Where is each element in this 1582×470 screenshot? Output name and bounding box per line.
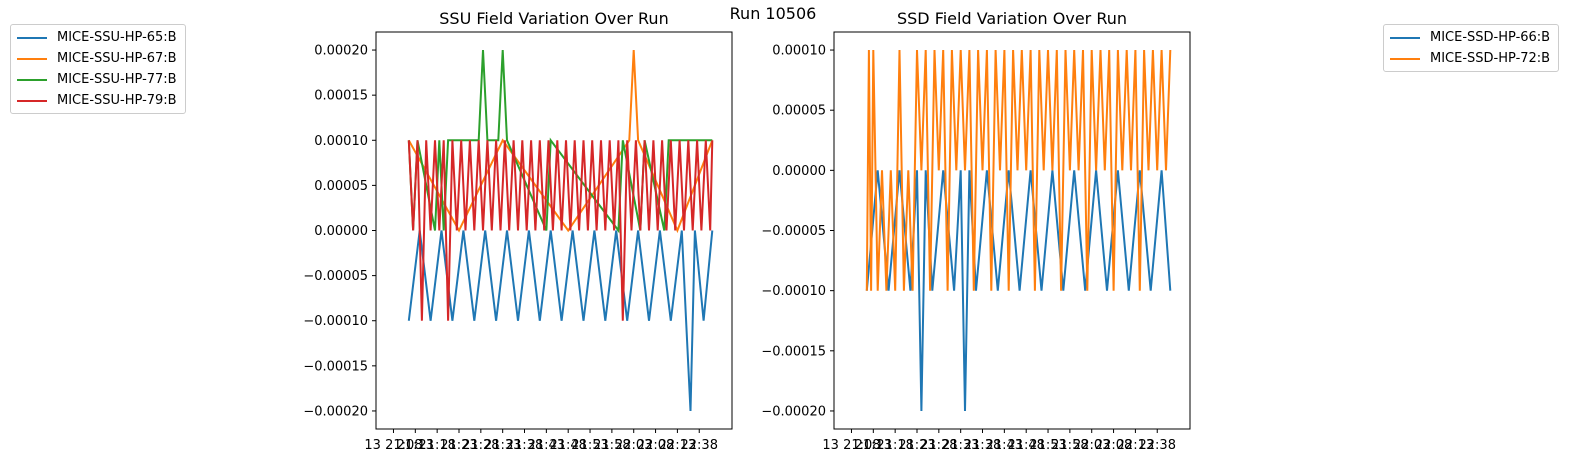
x-tick-label: 22:38 <box>1139 438 1176 453</box>
legend-label: MICE-SSU-HP-65:B <box>57 30 177 45</box>
x-tick-label: 22:08 <box>1095 438 1132 453</box>
x-tick-label: 21:38 <box>964 438 1001 453</box>
x-tick-label: 22:13 <box>1117 438 1154 453</box>
x-tick-label: 21:43 <box>528 438 565 453</box>
chart-title: SSU Field Variation Over Run <box>439 9 668 28</box>
series-line <box>865 49 1172 291</box>
series-line <box>407 140 714 321</box>
x-tick-label: 21:18 <box>876 438 913 453</box>
x-tick-label: 21:13 <box>397 438 434 453</box>
x-tick-label: 21:48 <box>1007 438 1044 453</box>
chart-title: SSD Field Variation Over Run <box>897 9 1127 28</box>
y-tick-label: −0.00005 <box>303 269 368 284</box>
x-tick-label: 22:13 <box>659 438 696 453</box>
x-tick-label: 21:58 <box>1051 438 1088 453</box>
axes-frame <box>375 31 733 430</box>
x-tick-label: 21:53 <box>1029 438 1066 453</box>
legend-label: MICE-SSD-HP-72:B <box>1430 51 1551 66</box>
x-tick-label: 21:43 <box>986 438 1023 453</box>
legend-swatch <box>1390 57 1420 60</box>
y-tick-label: −0.00015 <box>303 359 368 374</box>
y-tick-label: −0.00015 <box>761 344 826 359</box>
x-tick-label: 21:28 <box>920 438 957 453</box>
legend-label: MICE-SSU-HP-77:B <box>57 72 177 87</box>
x-tick-label: 13 21:08 <box>822 438 880 453</box>
legend-swatch <box>17 57 47 60</box>
legend-entry: MICE-SSU-HP-77:B <box>17 69 177 90</box>
legend-label: MICE-SSU-HP-79:B <box>57 93 177 108</box>
y-tick-label: −0.00020 <box>761 404 826 419</box>
x-tick-label: 21:58 <box>593 438 630 453</box>
x-tick-label: 22:08 <box>637 438 674 453</box>
x-tick-label: 21:23 <box>440 438 477 453</box>
x-tick-label: 21:23 <box>898 438 935 453</box>
x-tick-label: 22:03 <box>1073 438 1110 453</box>
x-tick-label: 21:33 <box>484 438 521 453</box>
y-tick-label: 0.00000 <box>772 164 826 179</box>
y-tick-label: −0.00010 <box>303 314 368 329</box>
legend-entry: MICE-SSD-HP-72:B <box>1390 48 1550 69</box>
legend-ssu: MICE-SSU-HP-65:B MICE-SSU-HP-67:B MICE-S… <box>10 24 186 114</box>
legend-label: MICE-SSD-HP-66:B <box>1430 30 1551 45</box>
y-tick-label: 0.00010 <box>772 44 826 59</box>
ssd-chart: SSD Field Variation Over Run −0.00020 −0.… <box>761 9 1191 453</box>
x-tick-label: 13 21:08 <box>364 438 422 453</box>
legend-entry: MICE-SSU-HP-67:B <box>17 48 177 69</box>
x-tick-label: 21:18 <box>418 438 455 453</box>
legend-swatch <box>17 36 47 39</box>
series-line <box>407 230 714 412</box>
legend-entry: MICE-SSD-HP-66:B <box>1390 27 1550 48</box>
legend-swatch <box>17 78 47 81</box>
y-tick-label: −0.00020 <box>303 404 368 419</box>
y-tick-label: −0.00010 <box>761 284 826 299</box>
legend-label: MICE-SSU-HP-67:B <box>57 51 177 66</box>
x-tick-label: 22:03 <box>615 438 652 453</box>
y-tick-label: 0.00010 <box>314 134 368 149</box>
figure-suptitle: Run 10506 <box>730 4 817 23</box>
y-tick-label: −0.00005 <box>761 224 826 239</box>
x-tick-label: 21:38 <box>506 438 543 453</box>
legend-ssd: MICE-SSD-HP-66:B MICE-SSD-HP-72:B <box>1383 24 1560 72</box>
y-tick-label: 0.00000 <box>314 224 368 239</box>
x-tick-label: 21:48 <box>549 438 586 453</box>
y-tick-label: 0.00015 <box>314 89 368 104</box>
y-tick-label: 0.00005 <box>772 104 826 119</box>
legend-swatch <box>1390 36 1420 39</box>
legend-entry: MICE-SSU-HP-65:B <box>17 27 177 48</box>
x-tick-label: 21:33 <box>942 438 979 453</box>
legend-entry: MICE-SSU-HP-79:B <box>17 90 177 111</box>
y-tick-label: 0.00020 <box>314 44 368 59</box>
x-tick-label: 22:38 <box>681 438 718 453</box>
x-tick-label: 21:13 <box>855 438 892 453</box>
ssu-chart: SSU Field Variation Over Run −0.00020 −0.… <box>303 9 733 453</box>
x-tick-label: 21:53 <box>571 438 608 453</box>
legend-swatch <box>17 99 47 102</box>
x-tick-label: 21:28 <box>462 438 499 453</box>
y-tick-label: 0.00005 <box>314 179 368 194</box>
